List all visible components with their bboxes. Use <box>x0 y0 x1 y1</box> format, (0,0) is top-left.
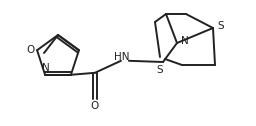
Text: N: N <box>181 36 189 46</box>
Text: HN: HN <box>114 52 130 62</box>
Text: O: O <box>91 101 99 111</box>
Text: O: O <box>26 45 34 55</box>
Text: S: S <box>157 65 163 75</box>
Text: N: N <box>42 63 50 73</box>
Text: S: S <box>218 21 224 31</box>
